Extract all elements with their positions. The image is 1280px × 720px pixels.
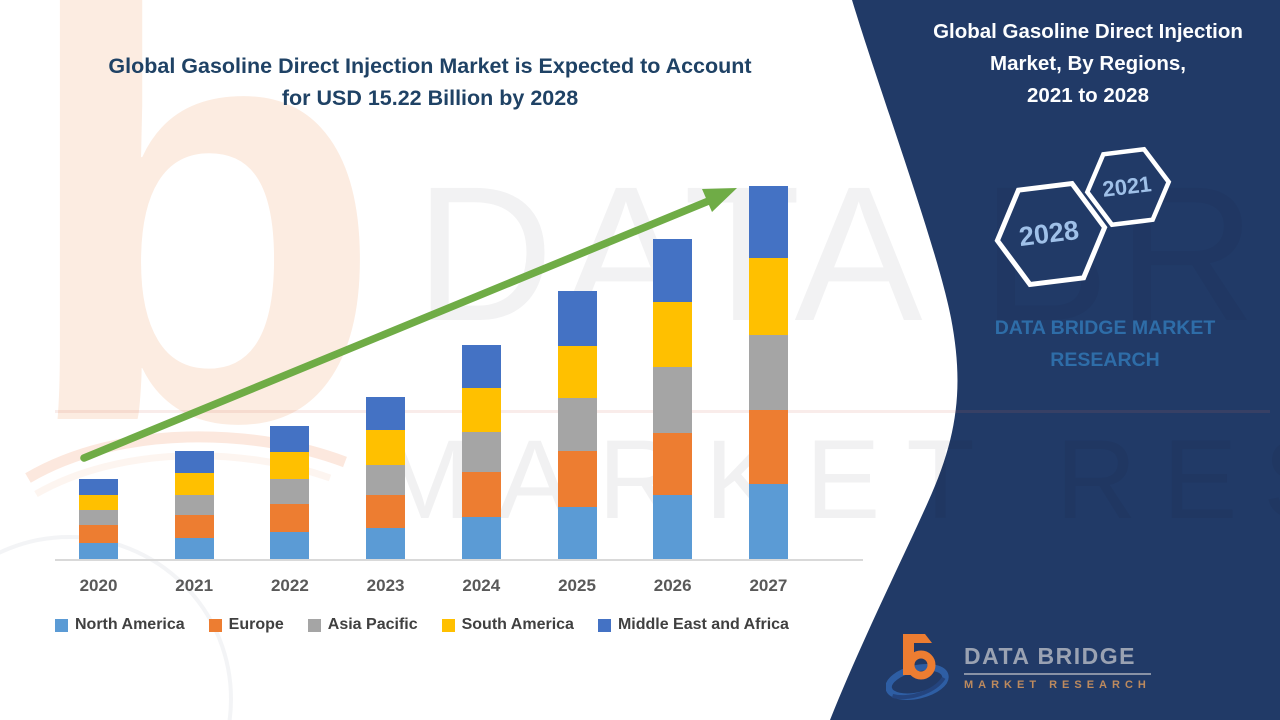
data-bridge-logo-icon [886,634,949,700]
logo-subtitle-text: MARKET RESEARCH [964,679,1151,691]
x-tick-label: 2021 [175,576,214,595]
bar-segment-north-america [270,532,310,559]
x-tick-label: 2026 [653,576,692,595]
bar-segment-middle-east-and-africa [79,479,118,495]
bar-segment-south-america [174,473,214,495]
bar-segment-north-america [653,495,693,559]
legend-swatch-icon [307,618,321,632]
chart-title-line1: Global Gasoline Direct Injection Market … [108,54,752,78]
legend-item-north-america: North America [55,616,185,634]
bar-segment-north-america [174,538,214,559]
bar-segment-middle-east-and-africa [748,186,788,258]
x-tick-label: 2023 [366,576,405,595]
hexagon-2028 [994,180,1108,288]
bar-segment-asia-pacific [270,479,310,504]
bar-segment-south-america [748,258,788,335]
panel-title-line3: 2021 to 2028 [1027,84,1149,107]
x-tick-label: 2022 [270,576,309,595]
x-tick-label: 2024 [462,576,501,595]
stacked-bar-2027 [748,186,788,559]
bar-segment-europe [79,525,118,543]
legend-swatch-icon [208,618,222,632]
bar-segment-europe [270,504,310,532]
bar-segment-north-america [79,543,118,559]
legend-item-middle-east-and-africa: Middle East and Africa [597,616,789,634]
chart-title: Global Gasoline Direct Injection Market … [0,50,860,114]
x-tick-label: 2020 [79,576,118,595]
logo-name-text: DATA BRIDGE [964,643,1151,675]
bar-segment-north-america [461,517,501,559]
chart-title-line2: for USD 15.22 Billion by 2028 [281,86,579,110]
stacked-bar-2020 [79,479,118,559]
chart-legend: North America Europe Asia Pacific South Ame… [55,616,789,634]
bar-segment-europe [748,410,788,484]
year-hexagons-icon [994,146,1172,288]
bar-segment-asia-pacific [366,465,406,495]
legend-item-europe: Europe [208,616,284,634]
legend-swatch-icon [441,618,455,632]
panel-brand-line2: RESEARCH [1050,349,1160,371]
bar-segment-europe [461,472,501,517]
bar-segment-north-america [748,484,788,559]
legend-label: Europe [228,616,284,633]
bar-segment-north-america [366,528,406,559]
legend-label: South America [461,616,574,633]
bar-segment-asia-pacific [748,335,788,410]
bar-segment-asia-pacific [79,510,118,525]
panel-brand-text: DATA BRIDGE MARKET RESEARCH [930,312,1280,376]
bar-segment-north-america [557,507,597,559]
x-tick-label: 2025 [558,576,596,595]
legend-label: North America [75,616,185,633]
x-tick-label: 2027 [749,576,788,595]
legend-swatch-icon [55,618,68,632]
hexagon-2021 [1084,146,1172,228]
x-axis-line [55,559,863,561]
bar-segment-europe [366,495,406,528]
stacked-bar-2021 [174,451,214,559]
legend-item-asia-pacific: Asia Pacific [307,616,418,634]
legend-item-south-america: South America [441,616,574,634]
legend-swatch-icon [597,618,611,632]
legend-label: Asia Pacific [327,616,418,633]
bar-segment-europe [174,515,214,538]
bar-segment-asia-pacific [174,495,214,515]
bar-segment-south-america [79,495,118,510]
panel-title-line2: Market, By Regions, [990,52,1186,75]
panel-title: Global Gasoline Direct Injection Market,… [900,16,1276,112]
panel-title-line1: Global Gasoline Direct Injection [933,20,1243,43]
legend-label: Middle East and Africa [617,616,789,633]
panel-brand-line1: DATA BRIDGE MARKET [994,317,1216,339]
data-bridge-logo: DATA BRIDGE MARKET RESEARCH [886,632,1151,702]
